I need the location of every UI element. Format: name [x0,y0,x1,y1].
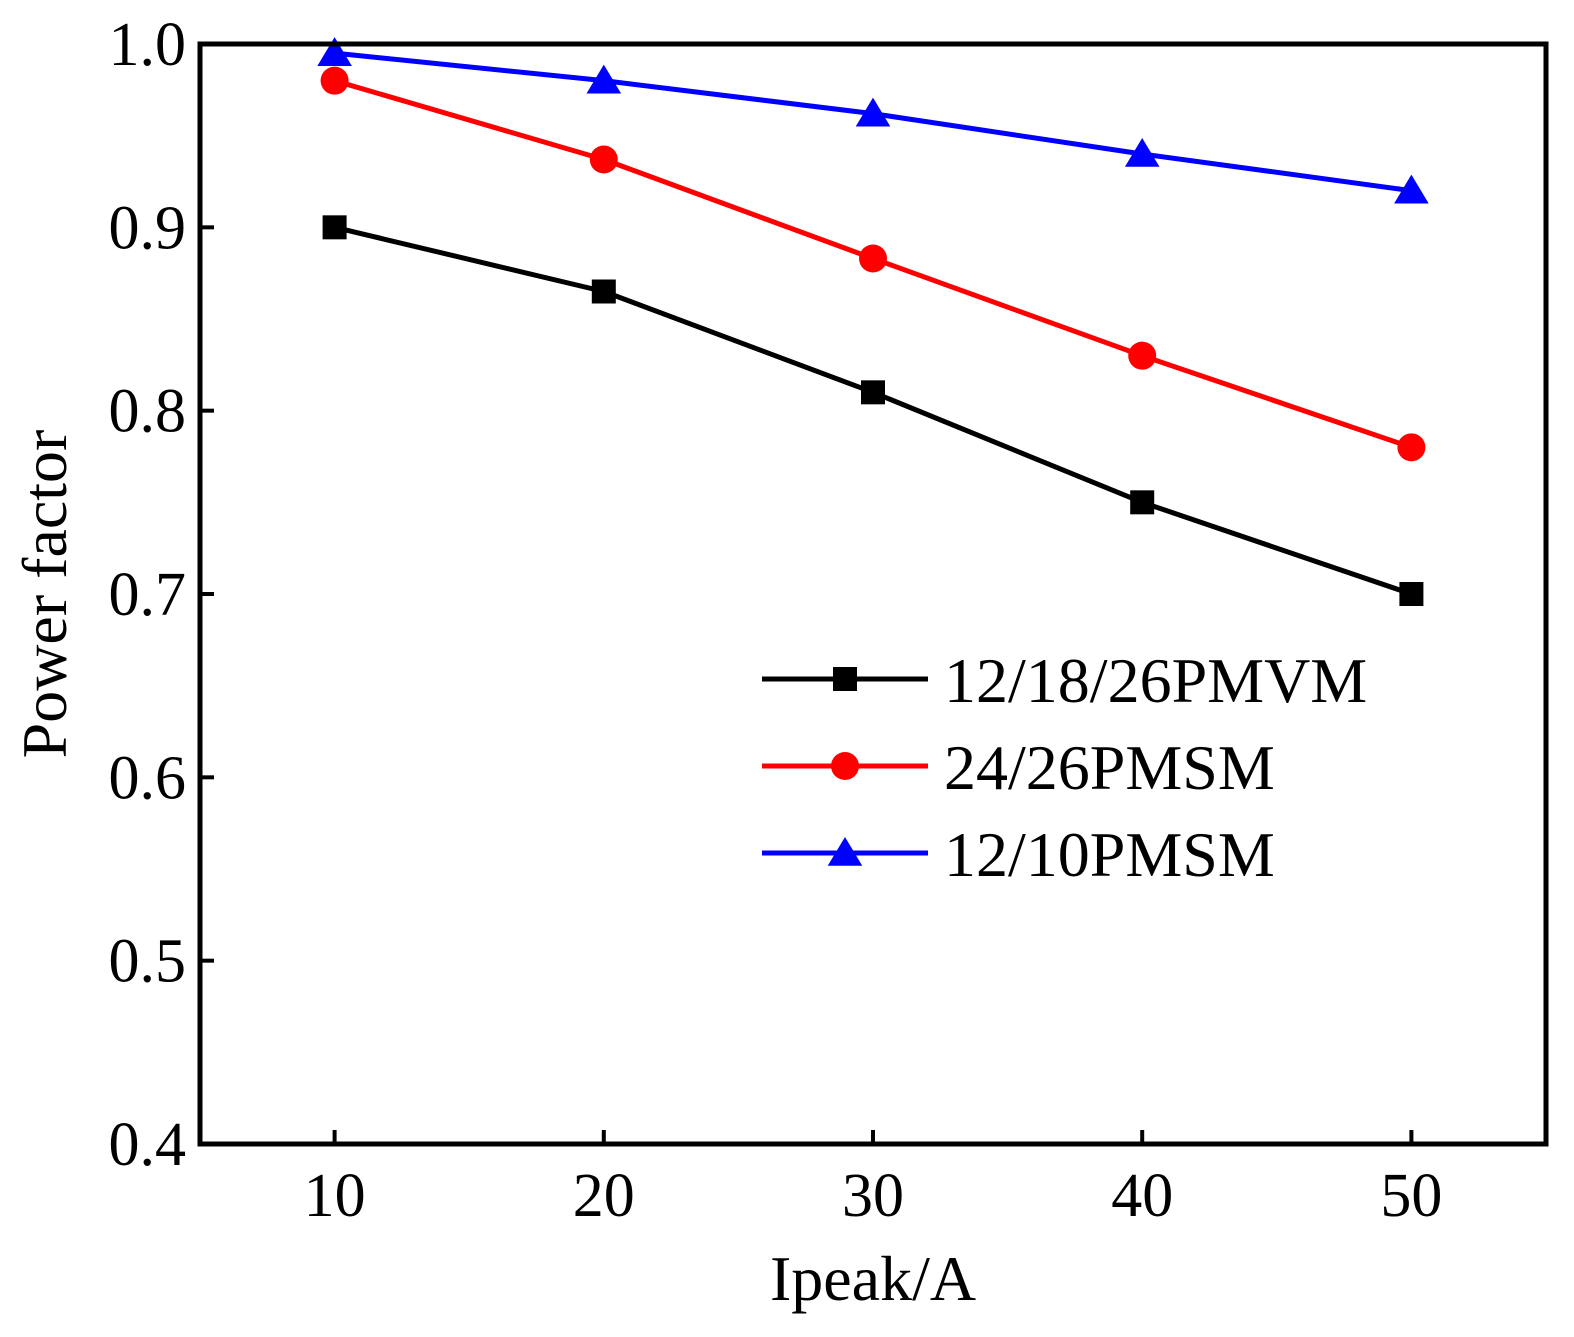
y-tick-label: 0.9 [109,194,187,262]
y-axis-label: Power factor [9,430,80,759]
data-point [1128,341,1157,370]
x-tick-label: 30 [842,1162,904,1230]
legend-label: 12/18/26PMVM [944,645,1367,716]
x-axis: 10 20 30 40 50 [304,1130,1442,1230]
data-point [1399,582,1424,606]
legend-marker [827,837,863,866]
data-point [855,97,891,127]
legend: 12/18/26PMVM 24/26PMSM 12/10PMSM [762,645,1367,890]
series-3 [317,37,1429,204]
data-point [589,145,618,174]
series-layer [317,37,1429,606]
x-tick-label: 50 [1380,1162,1442,1230]
legend-marker [831,752,859,780]
data-point [1397,433,1426,462]
data-point [859,244,887,273]
legend-item: 24/26PMSM [762,732,1275,803]
y-tick-label: 0.5 [109,928,187,996]
series-2 [320,66,1426,462]
data-point [591,279,616,304]
y-tick-label: 0.8 [109,378,187,446]
legend-label: 24/26PMSM [944,732,1275,803]
legend-item: 12/10PMSM [762,819,1275,890]
x-tick-label: 10 [304,1162,366,1230]
y-axis: 0.4 0.5 0.6 0.7 0.8 0.9 1.0 [109,11,214,1179]
data-point [1394,174,1429,204]
legend-marker [833,667,857,691]
legend-item: 12/18/26PMVM [762,645,1367,716]
x-tick-label: 20 [573,1162,635,1230]
y-tick-label: 0.7 [109,561,187,629]
legend-label: 12/10PMSM [944,819,1275,890]
y-tick-label: 1.0 [109,11,187,79]
data-point [320,66,349,95]
data-point [322,215,347,240]
data-point [1124,138,1160,167]
data-point [1130,490,1155,515]
data-point [861,380,885,405]
data-point [586,64,622,94]
series-1 [322,215,1424,606]
y-tick-label: 0.4 [109,1111,187,1179]
x-axis-label: Ipeak/A [770,1243,976,1314]
y-tick-label: 0.6 [109,744,187,812]
x-tick-label: 40 [1111,1162,1173,1230]
data-point [317,37,352,66]
